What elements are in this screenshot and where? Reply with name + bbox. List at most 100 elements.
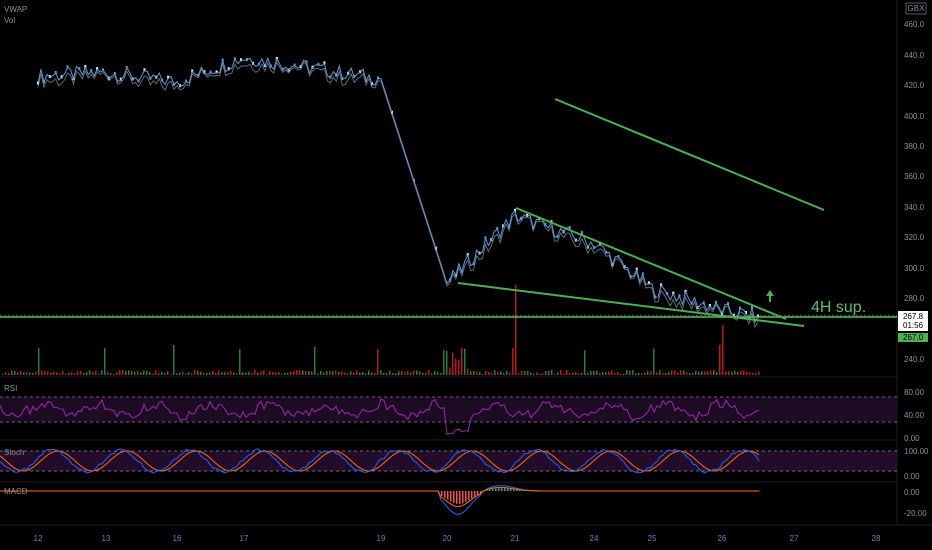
vwap-label[interactable]: VWAP [4,5,27,14]
volume-bar [356,370,358,375]
macd-histogram [0,488,761,504]
macd-label[interactable]: MACD [4,487,28,496]
volume-bar [56,372,58,375]
volume-bar [467,368,469,375]
volume-bar [272,371,274,375]
macd-bar [453,491,455,503]
wedge-bottom-trendline[interactable] [457,282,805,327]
volume-bar [674,370,676,375]
volume-bar [671,370,673,375]
volume-bar [59,373,61,375]
macd-bar [459,491,461,504]
currency-badge[interactable] [905,2,927,15]
volume-bar [593,370,595,375]
volume-bar [263,370,265,375]
volume-bar [398,370,400,375]
volume-bar [533,373,535,375]
volume-bar [335,370,337,375]
volume-bar [44,371,46,375]
volume-bar [632,370,634,375]
volume-bar [116,372,118,375]
last-price-tag[interactable] [898,311,928,331]
volume-label[interactable]: Vol [4,16,15,25]
volume-bar [149,372,151,375]
volume-bar [92,371,94,375]
volume-bar [491,373,493,375]
rsi-label[interactable]: RSI [4,384,17,393]
volume-bar [596,370,598,375]
x-axis-tick: 16 [173,534,182,543]
volume-bar [293,371,295,375]
volume-bar [638,372,640,375]
macd-bar [516,489,518,491]
volume-bar [26,372,28,375]
volume-bar [215,373,217,375]
volume-bars [2,285,760,375]
volume-bar [704,371,706,375]
volume-bar [296,370,298,375]
support-price: 267.0 [903,333,924,342]
volume-bar [134,371,136,375]
macd-bar [510,488,512,491]
price-tick: 280.0 [904,294,925,303]
volume-bar [230,370,232,375]
volume-bar [137,370,139,375]
macd-bar [492,488,494,491]
volume-bar [236,373,238,375]
volume-bar [464,348,466,375]
price-tick: 300.0 [904,264,925,273]
volume-bar [50,372,52,375]
volume-bar [686,372,688,375]
stoch-band [0,451,897,471]
x-axis-tick: 20 [443,534,452,543]
volume-bar [557,372,559,375]
volume-bar [308,371,310,375]
support-annotation[interactable]: 4H sup. [811,299,866,316]
volume-bar [299,370,301,375]
volume-bar [539,373,541,375]
volume-bar [407,370,409,375]
volume-bar [248,371,250,375]
support-price-tag[interactable] [898,333,928,342]
macd-bar [438,491,440,492]
volume-bar [611,370,613,375]
volume-bar [737,371,739,375]
upper-channel-trendline[interactable] [554,98,825,211]
macd-bar [519,489,521,491]
volume-bar [11,370,13,375]
volume-bar [713,370,715,375]
volume-bar [191,373,193,375]
volume-bar [626,370,628,375]
volume-bar [635,373,637,375]
volume-bar [161,371,163,375]
rsi-band [0,397,897,422]
volume-bar [527,371,529,375]
volume-bar [113,373,115,375]
volume-bar [581,372,583,375]
macd-bar [501,488,503,491]
volume-bar [572,372,574,375]
macd-signal-line [0,486,759,508]
volume-bar [443,350,445,375]
volume-bar [332,370,334,375]
volume-bar [200,371,202,375]
volume-bar [95,370,97,375]
volume-bar [422,372,424,375]
volume-bar [287,372,289,375]
volume-bar [119,370,121,375]
price-tick: 380.0 [904,142,925,151]
volume-bar [128,370,130,375]
macd-bar [495,488,497,491]
wedge-top-trendline[interactable] [515,207,787,320]
volume-bar [623,373,625,375]
rsi-tick: 40.00 [904,411,925,420]
volume-bar [659,370,661,375]
macd-tick: 0.00 [904,488,920,497]
volume-bar [725,371,727,375]
volume-bar [419,371,421,375]
up-arrow-icon[interactable] [766,290,774,302]
volume-bar [710,370,712,375]
stoch-label[interactable]: Stoch [4,448,24,457]
volume-bar [218,370,220,375]
